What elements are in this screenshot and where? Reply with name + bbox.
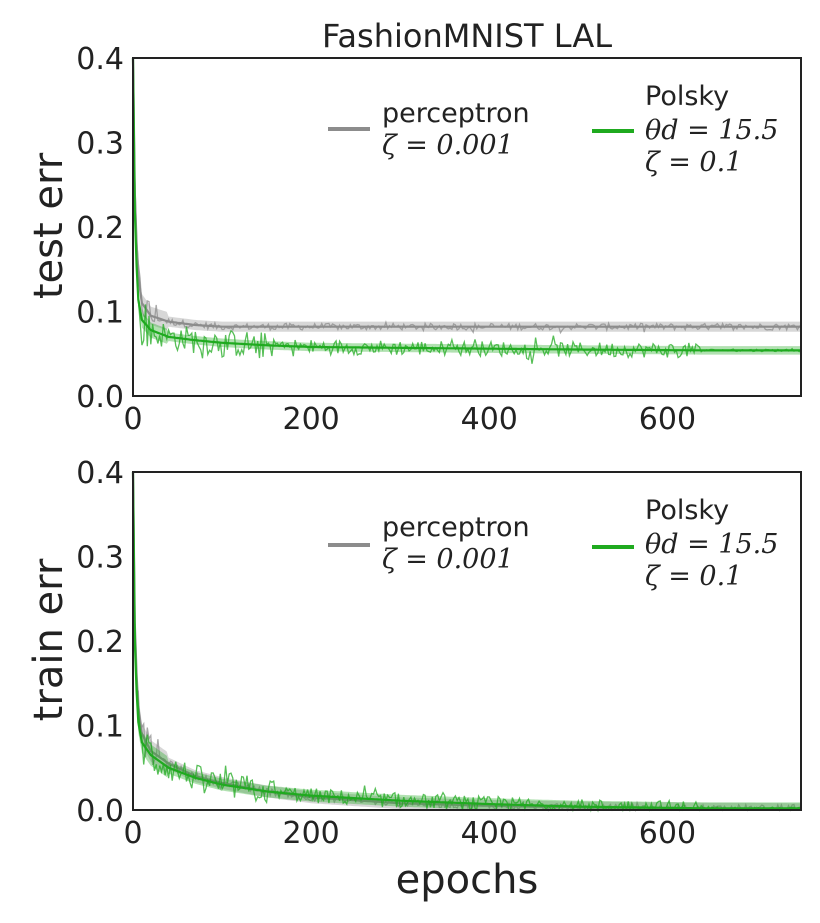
x-tick-label: 0 <box>123 402 142 437</box>
x-tick-label: 200 <box>283 402 340 437</box>
series-layer <box>131 57 802 364</box>
test-error-panel: FashionMNIST LAL test err 0.00.10.20.30.… <box>26 17 802 437</box>
x-tick-label: 400 <box>461 402 518 437</box>
legend-param-polsky-theta: θd = 15.5 <box>645 529 778 560</box>
x-tick-label: 0 <box>123 816 142 851</box>
ticks-layer: 0.0 0.1 0.2 0.3 0.4 0 200 400 600 <box>76 456 696 851</box>
x-tick-label: 400 <box>461 816 518 851</box>
x-axis-label: epochs <box>396 857 539 903</box>
series-mean-perceptron <box>131 57 801 328</box>
legend-label-polsky: Polsky <box>645 495 729 526</box>
y-axis-label-test: test err <box>26 152 72 299</box>
y-tick-label: 0.1 <box>76 296 124 331</box>
legend-label-polsky: Polsky <box>645 81 729 112</box>
y-tick-label: 0.0 <box>76 380 124 415</box>
x-tick-label: 600 <box>639 816 696 851</box>
y-tick-label: 0.3 <box>76 541 124 576</box>
y-tick-label: 0.1 <box>76 710 124 745</box>
train-error-panel: train err 0.0 0.1 0.2 0.3 0.4 0 200 400 600 epoc… <box>26 456 802 903</box>
y-tick-label: 0.3 <box>76 127 124 162</box>
plot-frame <box>132 57 802 397</box>
legend-label-perceptron: perceptron <box>382 512 530 543</box>
x-tick-label: 200 <box>283 816 340 851</box>
legend-param-perceptron-zeta: ζ = 0.001 <box>382 544 514 575</box>
legend-param-polsky-zeta: ζ = 0.1 <box>645 147 742 178</box>
series-trace-polsky <box>132 58 802 364</box>
y-axis-label-train: train err <box>26 558 72 721</box>
y-tick-label: 0.4 <box>76 456 124 491</box>
series-mean-polsky <box>131 57 801 352</box>
series-band-polsky <box>133 472 801 810</box>
y-tick-label: 0.2 <box>76 211 124 246</box>
legend: perceptron ζ = 0.001 Polsky θd = 15.5 ζ … <box>328 495 778 592</box>
legend-param-perceptron-zeta: ζ = 0.001 <box>382 130 514 161</box>
series-band-perceptron <box>133 472 801 810</box>
series-mean-polsky <box>131 471 801 810</box>
legend: perceptron ζ = 0.001 Polsky θd = 15.5 ζ … <box>328 81 778 178</box>
legend-param-polsky-theta: θd = 15.5 <box>645 115 778 146</box>
y-tick-label: 0.0 <box>76 794 124 829</box>
chart-title: FashionMNIST LAL <box>322 17 612 55</box>
x-tick-label: 600 <box>639 402 696 437</box>
plot-frame <box>132 471 802 811</box>
y-tick-label: 0.4 <box>76 42 124 77</box>
y-tick-label: 0.2 <box>76 625 124 660</box>
legend-param-polsky-zeta: ζ = 0.1 <box>645 561 742 592</box>
ticks-layer: 0.0 0.1 0.2 0.3 0.4 0 200 400 600 <box>76 42 696 437</box>
legend-label-perceptron: perceptron <box>382 98 530 129</box>
